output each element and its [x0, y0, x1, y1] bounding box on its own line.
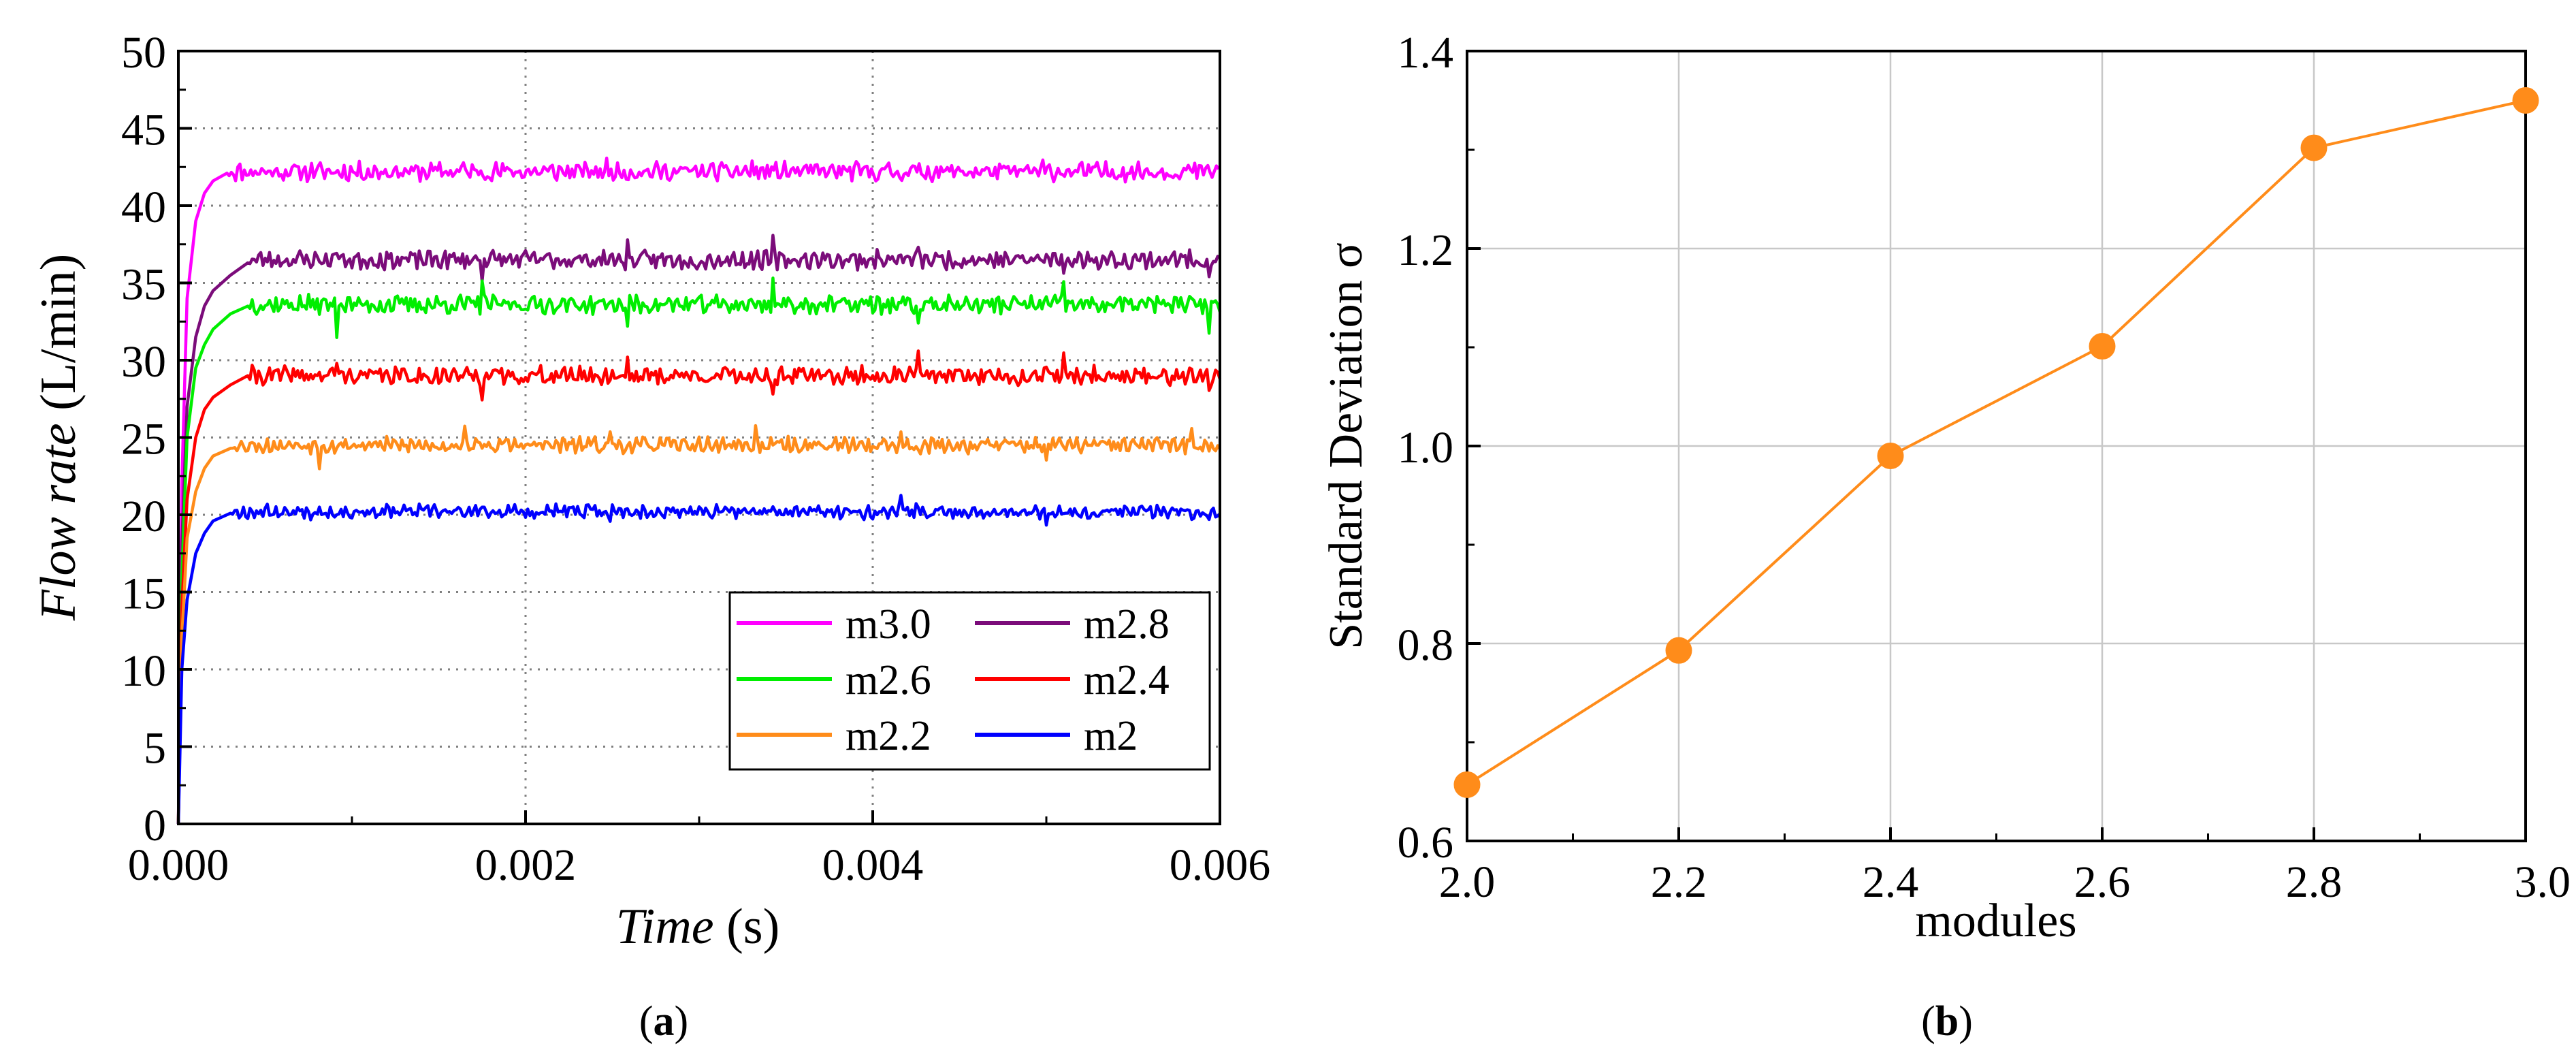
y-tick-label: 1.4	[1398, 28, 1454, 78]
y-tick-label: 0.6	[1398, 818, 1454, 868]
axis-ticks-b	[1466, 50, 2527, 842]
legend-label-m3.0: m3.0	[846, 601, 931, 648]
series-line-m3.0	[176, 156, 1220, 825]
axis-ticks-a	[177, 50, 1221, 825]
x-tick-label: 0.002	[475, 840, 577, 890]
panel-label-a: (a)	[639, 998, 688, 1045]
panel-label-b: (b)	[1921, 998, 1973, 1045]
x-tick-label: 0.000	[128, 840, 229, 890]
legend-label-m2.2: m2.2	[846, 713, 931, 759]
x-tick-label: 2.0	[1439, 857, 1496, 907]
series-group-a	[176, 156, 1222, 825]
series-line-m2.8	[176, 234, 1221, 825]
y-tick-label: 0	[144, 801, 166, 850]
legend-a: m3.0 m2.8 m2.6 m2.4 m2.2 m2	[728, 591, 1211, 771]
y-tick-label: 20	[121, 492, 166, 541]
x-tick-label: 0.006	[1170, 840, 1271, 890]
chart-panel-b: 0.6 0.8 1.0 1.2 1.4 2.0 2.2 2.4 2.6 2.8 3.0 modul…	[1320, 28, 2571, 1045]
data-point	[2512, 87, 2539, 114]
y-tick-labels-b: 0.6 0.8 1.0 1.2 1.4	[1398, 28, 1454, 868]
x-axis-label-a: Time (s)	[616, 899, 780, 955]
y-tick-label: 25	[121, 415, 166, 464]
y-tick-label: 1.2	[1398, 225, 1454, 275]
y-tick-label: 1.0	[1398, 423, 1454, 473]
data-point	[1453, 771, 1481, 798]
series-group-b	[1453, 87, 2539, 798]
x-tick-labels-a: 0.000 0.002 0.004 0.006	[128, 840, 1271, 890]
x-tick-label: 3.0	[2515, 857, 2571, 907]
y-tick-label: 45	[121, 106, 166, 155]
data-point	[1665, 637, 1692, 664]
y-tick-labels-a: 0 5 10 15 20 25 30 35 40 45 50	[121, 28, 166, 850]
x-axis-label-b: modules	[1915, 895, 2076, 947]
series-line-m2.2	[176, 424, 1221, 825]
data-point	[2300, 134, 2328, 161]
series-line-m2.6	[176, 276, 1222, 825]
x-tick-label: 0.004	[822, 840, 924, 890]
legend-label-m2.8: m2.8	[1084, 601, 1170, 648]
y-axis-label-a: Flow rate (L/min)	[31, 254, 86, 622]
y-tick-label: 5	[144, 724, 166, 774]
grid-b	[1467, 51, 2526, 841]
legend-label-m2.6: m2.6	[846, 657, 931, 703]
y-axis-label-b: Standard Deviation σ	[1320, 242, 1372, 650]
legend-label-m2: m2	[1084, 713, 1138, 759]
y-tick-label: 10	[121, 646, 166, 696]
y-tick-label: 0.8	[1398, 620, 1454, 670]
series-line-m2	[176, 494, 1221, 825]
x-tick-label: 2.2	[1651, 857, 1707, 907]
series-line-m2.4	[176, 349, 1222, 825]
data-point	[1877, 443, 1904, 469]
y-tick-label: 15	[121, 569, 166, 619]
y-tick-label: 40	[121, 182, 166, 232]
series-line-std	[1466, 99, 2526, 786]
x-tick-label: 2.8	[2286, 857, 2342, 907]
x-tick-label: 2.6	[2074, 857, 2131, 907]
y-tick-label: 30	[121, 337, 166, 387]
y-tick-label: 50	[121, 28, 166, 78]
legend-label-m2.4: m2.4	[1084, 657, 1170, 703]
x-tick-label: 2.4	[1863, 857, 1919, 907]
y-tick-label: 35	[121, 260, 166, 310]
x-tick-labels-b: 2.0 2.2 2.4 2.6 2.8 3.0	[1439, 857, 2571, 907]
data-point	[2089, 333, 2116, 360]
